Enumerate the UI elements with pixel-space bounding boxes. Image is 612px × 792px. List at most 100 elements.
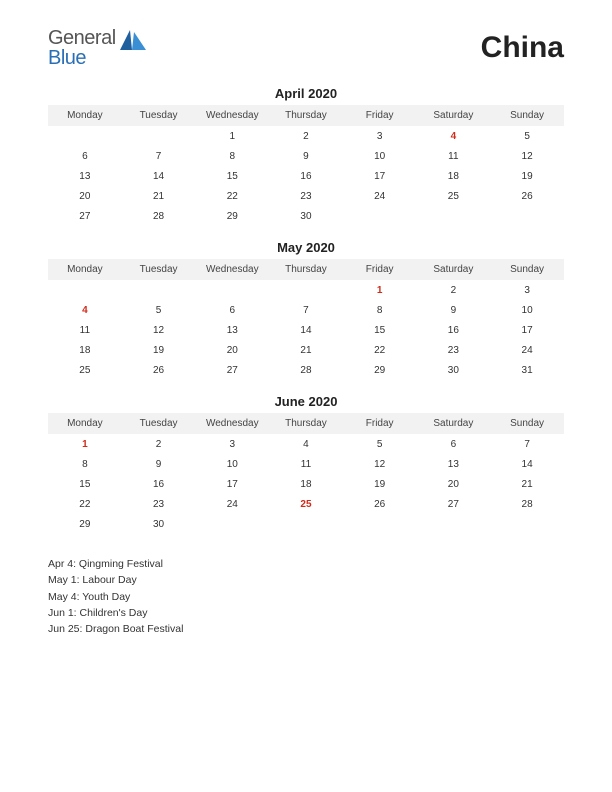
calendar-cell: 3 [490,280,564,300]
calendar-row: 11121314151617 [48,320,564,340]
calendar-cell: 27 [417,494,491,514]
calendar-row: 45678910 [48,300,564,320]
calendar-cell: 7 [122,146,196,166]
calendar-row: 2930 [48,514,564,534]
calendar-cell: 19 [122,340,196,360]
calendar-cell [48,280,122,300]
holiday-item: May 1: Labour Day [48,572,564,588]
calendar-cell [122,126,196,146]
calendar-row: 891011121314 [48,454,564,474]
calendar-cell: 5 [490,126,564,146]
day-header: Sunday [490,259,564,280]
holidays-list: Apr 4: Qingming FestivalMay 1: Labour Da… [48,556,564,637]
calendar-cell: 15 [195,166,269,186]
calendar-cell: 9 [417,300,491,320]
day-header: Saturday [417,105,491,126]
calendar-row: 13141516171819 [48,166,564,186]
calendar-cell: 15 [343,320,417,340]
calendar-cell: 23 [269,186,343,206]
calendar-cell: 19 [343,474,417,494]
triangle-icon [120,30,146,50]
calendar-cell [195,280,269,300]
month-block: June 2020MondayTuesdayWednesdayThursdayF… [48,394,564,534]
calendar-cell: 18 [48,340,122,360]
calendar-cell: 20 [195,340,269,360]
calendar-cell: 3 [343,126,417,146]
day-header: Wednesday [195,413,269,434]
calendar-cell [417,206,491,226]
month-block: May 2020 MondayTuesdayWednesdayThursdayFr… [48,240,564,380]
calendar-cell: 3 [195,434,269,454]
calendar-row: 123 [48,280,564,300]
calendar-cell: 11 [48,320,122,340]
calendar-row: 18192021222324 [48,340,564,360]
calendar-row: 25262728293031 [48,360,564,380]
calendar-cell: 24 [490,340,564,360]
calendar-cell: 5 [343,434,417,454]
calendars-container: April 2020MondayTuesdayWednesdayThursday… [48,86,564,534]
calendar-cell: 21 [490,474,564,494]
calendar-cell: 13 [195,320,269,340]
calendar-cell: 29 [343,360,417,380]
calendar-cell: 16 [417,320,491,340]
calendar-table: MondayTuesdayWednesdayThursdayFridaySatu… [48,413,564,534]
day-header: Friday [343,259,417,280]
day-header: Friday [343,413,417,434]
calendar-cell [490,514,564,534]
day-header: Tuesday [122,259,196,280]
calendar-cell: 20 [48,186,122,206]
calendar-cell: 5 [122,300,196,320]
calendar-cell: 8 [343,300,417,320]
calendar-cell: 27 [48,206,122,226]
calendar-cell [417,514,491,534]
calendar-cell: 28 [269,360,343,380]
calendar-cell: 7 [269,300,343,320]
calendar-cell: 19 [490,166,564,186]
calendar-cell: 30 [417,360,491,380]
calendar-cell: 11 [417,146,491,166]
calendar-cell: 14 [269,320,343,340]
calendar-cell: 10 [195,454,269,474]
logo: General Blue [48,28,146,68]
calendar-cell: 6 [48,146,122,166]
day-header: Sunday [490,413,564,434]
calendar-cell: 10 [490,300,564,320]
calendar-cell: 17 [195,474,269,494]
calendar-cell: 23 [122,494,196,514]
calendar-cell: 6 [195,300,269,320]
calendar-cell: 2 [417,280,491,300]
calendar-cell: 29 [195,206,269,226]
calendar-cell: 20 [417,474,491,494]
day-header: Wednesday [195,259,269,280]
calendar-row: 20212223242526 [48,186,564,206]
calendar-cell: 8 [48,454,122,474]
month-title: May 2020 [48,240,564,255]
calendar-cell: 9 [269,146,343,166]
calendar-cell [343,206,417,226]
calendar-cell: 16 [269,166,343,186]
calendar-cell: 23 [417,340,491,360]
day-header: Thursday [269,259,343,280]
calendar-cell: 24 [343,186,417,206]
calendar-cell: 21 [269,340,343,360]
holiday-item: Apr 4: Qingming Festival [48,556,564,572]
calendar-cell: 26 [122,360,196,380]
calendar-cell: 21 [122,186,196,206]
calendar-cell: 28 [490,494,564,514]
day-header: Monday [48,259,122,280]
calendar-cell [48,126,122,146]
calendar-table: MondayTuesdayWednesdayThursdayFridaySatu… [48,259,564,380]
holiday-item: May 4: Youth Day [48,589,564,605]
calendar-cell: 4 [48,300,122,320]
calendar-cell: 26 [490,186,564,206]
calendar-cell: 30 [122,514,196,534]
calendar-cell: 27 [195,360,269,380]
calendar-cell: 2 [122,434,196,454]
holiday-item: Jun 1: Children's Day [48,605,564,621]
day-header: Thursday [269,105,343,126]
calendar-cell: 12 [343,454,417,474]
calendar-cell [195,514,269,534]
calendar-cell: 16 [122,474,196,494]
day-header: Monday [48,413,122,434]
holiday-item: Jun 25: Dragon Boat Festival [48,621,564,637]
